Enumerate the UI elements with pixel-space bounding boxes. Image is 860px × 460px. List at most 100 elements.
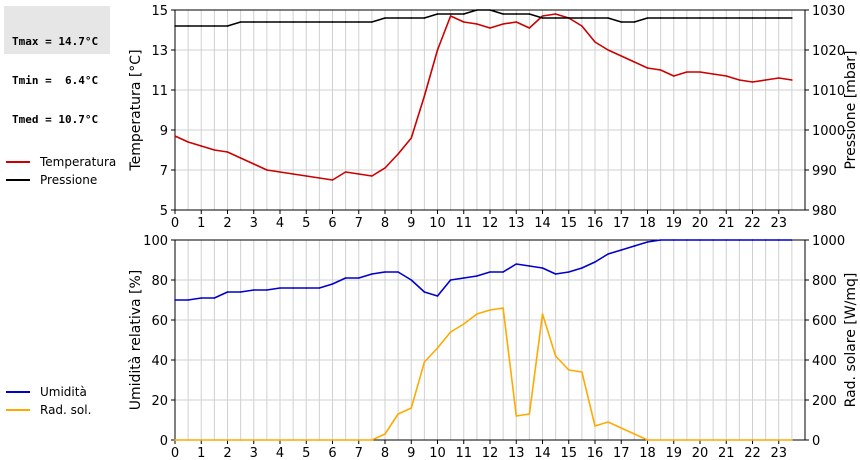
top-ytick-label: 11 — [151, 84, 168, 99]
bottom-series-umidit-point — [751, 239, 754, 241]
bottom-series-rad-sol-point — [279, 439, 281, 441]
bottom-ytick-label: 80 — [151, 274, 168, 289]
top-series-temperatura-point — [620, 55, 623, 57]
bottom-series-umidit-point — [423, 291, 426, 293]
top-series-pressione-point — [226, 25, 229, 27]
bottom-xtick-label: 18 — [639, 446, 656, 460]
top-series-temperatura-point — [423, 95, 426, 97]
top-ytick-label: 9 — [160, 124, 168, 139]
bottom-xtick-label: 12 — [482, 446, 499, 460]
top-series-temperatura-point — [239, 157, 242, 159]
bottom-series-rad-sol-point — [672, 439, 675, 441]
top-series-pressione-point — [712, 17, 714, 19]
top-series-pressione-point — [344, 21, 347, 23]
bottom-series-umidit-point — [226, 291, 229, 293]
top-series-temperatura-point — [554, 13, 557, 15]
bottom-series-rad-sol-point — [344, 439, 347, 441]
legend-label-radsol: Rad. sol. — [40, 403, 92, 417]
tmed-label: Tmed = 10.7°C — [12, 113, 99, 126]
bottom-xtick-label: 23 — [770, 446, 787, 460]
top-series-temperatura-point — [777, 77, 780, 79]
bottom-series-rad-sol-point — [659, 439, 662, 441]
top-series-pressione-point — [436, 13, 439, 15]
top-xtick-label: 6 — [328, 216, 336, 231]
bottom-series-rad-sol-point — [266, 439, 268, 441]
bottom-series-rad-sol-point — [699, 439, 701, 441]
legend-swatch-temperatura — [6, 161, 30, 163]
top-series-temperatura-point — [502, 23, 504, 25]
top-xtick-label: 15 — [560, 216, 577, 231]
top-ytick-right-label: 990 — [812, 164, 837, 179]
bottom-series-rad-sol-point — [686, 439, 688, 441]
bottom-ylabel-right: Rad. solare [W/mq] — [843, 273, 859, 408]
bottom-series-rad-sol-point — [462, 323, 465, 325]
top-series-temperatura-point — [659, 69, 662, 71]
top-series-pressione-point — [581, 17, 583, 19]
bottom-series-rad-sol-point — [239, 439, 242, 441]
legend-bottom: Umidità Rad. sol. — [6, 383, 91, 419]
bottom-series-umidit-point — [738, 239, 741, 241]
bottom-series-rad-sol-point — [384, 433, 386, 435]
top-xtick-label: 12 — [482, 216, 499, 231]
bottom-series-rad-sol-point — [712, 439, 714, 441]
top-series-pressione-point — [738, 17, 741, 19]
bottom-xtick-label: 16 — [587, 446, 604, 460]
top-series-temperatura-point — [200, 145, 203, 147]
top-xtick-label: 13 — [508, 216, 525, 231]
bottom-ytick-label: 100 — [143, 234, 168, 249]
bottom-series-rad-sol-point — [331, 439, 334, 441]
legend-top: Temperatura Pressione — [6, 153, 116, 189]
top-series-pressione-point — [371, 21, 373, 23]
top-series-pressione-point — [410, 17, 413, 19]
top-xtick-label: 11 — [455, 216, 472, 231]
top-series-pressione-point — [489, 9, 491, 11]
top-series-pressione-point — [567, 17, 570, 19]
top-series-pressione-point — [672, 17, 675, 19]
top-series-temperatura-point — [410, 137, 413, 139]
bottom-series-umidit-point — [620, 249, 623, 251]
bottom-series-rad-sol-point — [187, 439, 189, 441]
top-series-pressione-point — [239, 21, 242, 23]
top-series-pressione-point — [462, 13, 465, 15]
top-series-temperatura-point — [371, 175, 373, 177]
bottom-xtick-label: 8 — [381, 446, 389, 460]
bottom-series-umidit-point — [541, 267, 544, 269]
bottom-series-rad-sol-line — [175, 307, 792, 441]
bottom-xtick-label: 11 — [455, 446, 472, 460]
top-series-pressione-point — [646, 17, 649, 19]
top-ytick-right-label: 1010 — [812, 84, 845, 99]
bottom-xtick-label: 3 — [250, 446, 258, 460]
bottom-series-rad-sol-point — [305, 439, 308, 441]
top-xtick-label: 16 — [587, 216, 604, 231]
bottom-series-umidit-point — [200, 297, 203, 299]
top-series-temperatura-point — [266, 169, 268, 171]
bottom-series-umidit-point — [725, 239, 728, 241]
legend-label-temperatura: Temperatura — [40, 155, 117, 169]
top-ytick-label: 13 — [151, 44, 168, 59]
bottom-ytick-right-label: 800 — [812, 274, 837, 289]
bottom-series-umidit-point — [384, 271, 386, 273]
bottom-series-umidit-point — [187, 299, 189, 301]
top-ytick-right-label: 1020 — [812, 44, 845, 59]
top-series-pressione-line — [175, 9, 792, 27]
top-series-temperatura-point — [686, 71, 688, 73]
top-xtick-label: 9 — [407, 216, 415, 231]
bottom-ytick-right-label: 1000 — [812, 234, 845, 249]
tmax-label: Tmax = 14.7°C — [12, 35, 99, 48]
bottom-series-umidit-point — [712, 239, 714, 241]
bottom-series-umidit-point — [174, 299, 176, 301]
bottom-xtick-label: 20 — [692, 446, 709, 460]
bottom-series-rad-sol-point — [502, 307, 504, 309]
top-series-temperatura-point — [791, 79, 793, 81]
top-series-temperatura-point — [436, 49, 439, 51]
top-series-temperatura-point — [633, 61, 636, 63]
legend-item-radsol: Rad. sol. — [6, 401, 91, 419]
bottom-series-umidit-point — [476, 275, 478, 277]
top-series-pressione-point — [607, 17, 609, 19]
top-series-temperatura-point — [187, 141, 189, 143]
bottom-series-umidit-point — [357, 277, 360, 279]
bottom-series-umidit-point — [646, 241, 649, 243]
legend-label-umidita: Umidità — [40, 385, 87, 399]
bottom-ytick-label: 0 — [160, 434, 168, 449]
bottom-ytick-label: 40 — [151, 354, 168, 369]
